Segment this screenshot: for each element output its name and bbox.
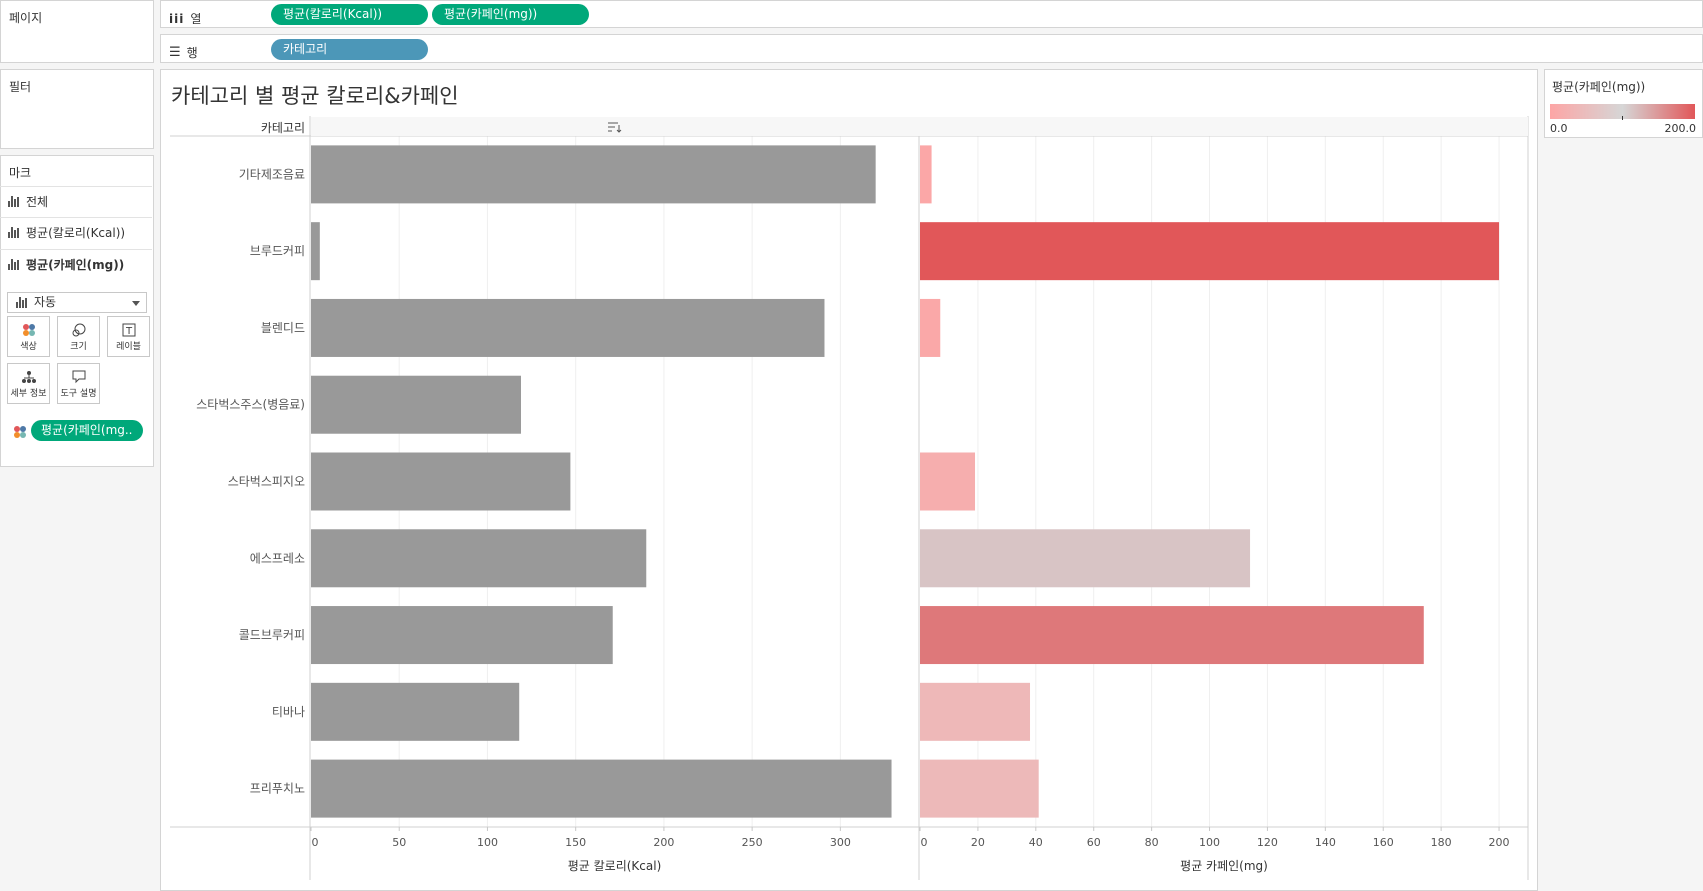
speech-bubble-icon — [58, 368, 99, 386]
legend-title: 평균(카페인(mg)) — [1552, 80, 1646, 94]
rows-label: 행 — [186, 46, 198, 60]
marks-card-calorie[interactable]: 평균(칼로리(Kcal)) — [0, 217, 152, 247]
marks-card-all[interactable]: 전체 — [0, 186, 152, 216]
label-button[interactable]: T 레이블 — [107, 316, 150, 357]
rows-icon: ☰ — [169, 45, 181, 60]
legend-center-tick — [1622, 116, 1623, 120]
viz-pane — [160, 69, 1538, 891]
bar-chart-icon — [8, 259, 20, 270]
bar-chart-icon — [8, 196, 20, 207]
legend-min-label: 0.0 — [1550, 122, 1568, 135]
text-label-icon: T — [108, 321, 149, 339]
color-encoding-icon — [13, 424, 27, 443]
sort-icon[interactable] — [608, 122, 622, 133]
bar-chart-icon — [8, 227, 20, 238]
bar-chart-icon — [16, 297, 28, 308]
pages-label: 페이지 — [9, 11, 43, 25]
pages-shelf[interactable]: 페이지 — [0, 0, 154, 63]
mark-type-value: 자동 — [34, 295, 57, 309]
color-legend[interactable]: 평균(카페인(mg)) 0.0 200.0 — [1544, 69, 1703, 138]
detail-hierarchy-icon — [8, 368, 49, 386]
row-pill-category[interactable]: 카테고리 — [271, 39, 428, 60]
marks-label: 마크 — [9, 166, 32, 180]
columns-shelf[interactable]: iii 열 평균(칼로리(Kcal)) 평균(카페인(mg)) — [160, 0, 1703, 28]
marks-card-caffeine[interactable]: 평균(카페인(mg)) — [0, 249, 152, 279]
legend-max-label: 200.0 — [1664, 122, 1697, 135]
viz-title: 카테고리 별 평균 칼로리&카페인 — [171, 84, 459, 108]
tooltip-button[interactable]: 도구 설명 — [57, 363, 100, 404]
column-pill-caffeine[interactable]: 평균(카페인(mg)) — [432, 4, 589, 25]
color-pill-caffeine[interactable]: 평균(카페인(mg.. — [31, 420, 143, 441]
filters-shelf[interactable]: 필터 — [0, 69, 154, 149]
columns-label: 열 — [190, 12, 202, 26]
mark-type-dropdown[interactable]: 자동 — [7, 292, 147, 313]
detail-button[interactable]: 세부 정보 — [7, 363, 50, 404]
filters-label: 필터 — [9, 80, 32, 94]
column-pill-calorie[interactable]: 평균(칼로리(Kcal)) — [271, 4, 428, 25]
legend-gradient — [1550, 104, 1695, 119]
svg-text:T: T — [124, 326, 132, 337]
size-button[interactable]: 크기 — [57, 316, 100, 357]
color-dots-icon — [8, 321, 49, 339]
columns-icon: iii — [169, 11, 185, 26]
color-button[interactable]: 색상 — [7, 316, 50, 357]
size-icon — [58, 321, 99, 339]
chevron-down-icon — [132, 301, 140, 306]
rows-shelf[interactable]: ☰ 행 카테고리 — [160, 34, 1703, 63]
